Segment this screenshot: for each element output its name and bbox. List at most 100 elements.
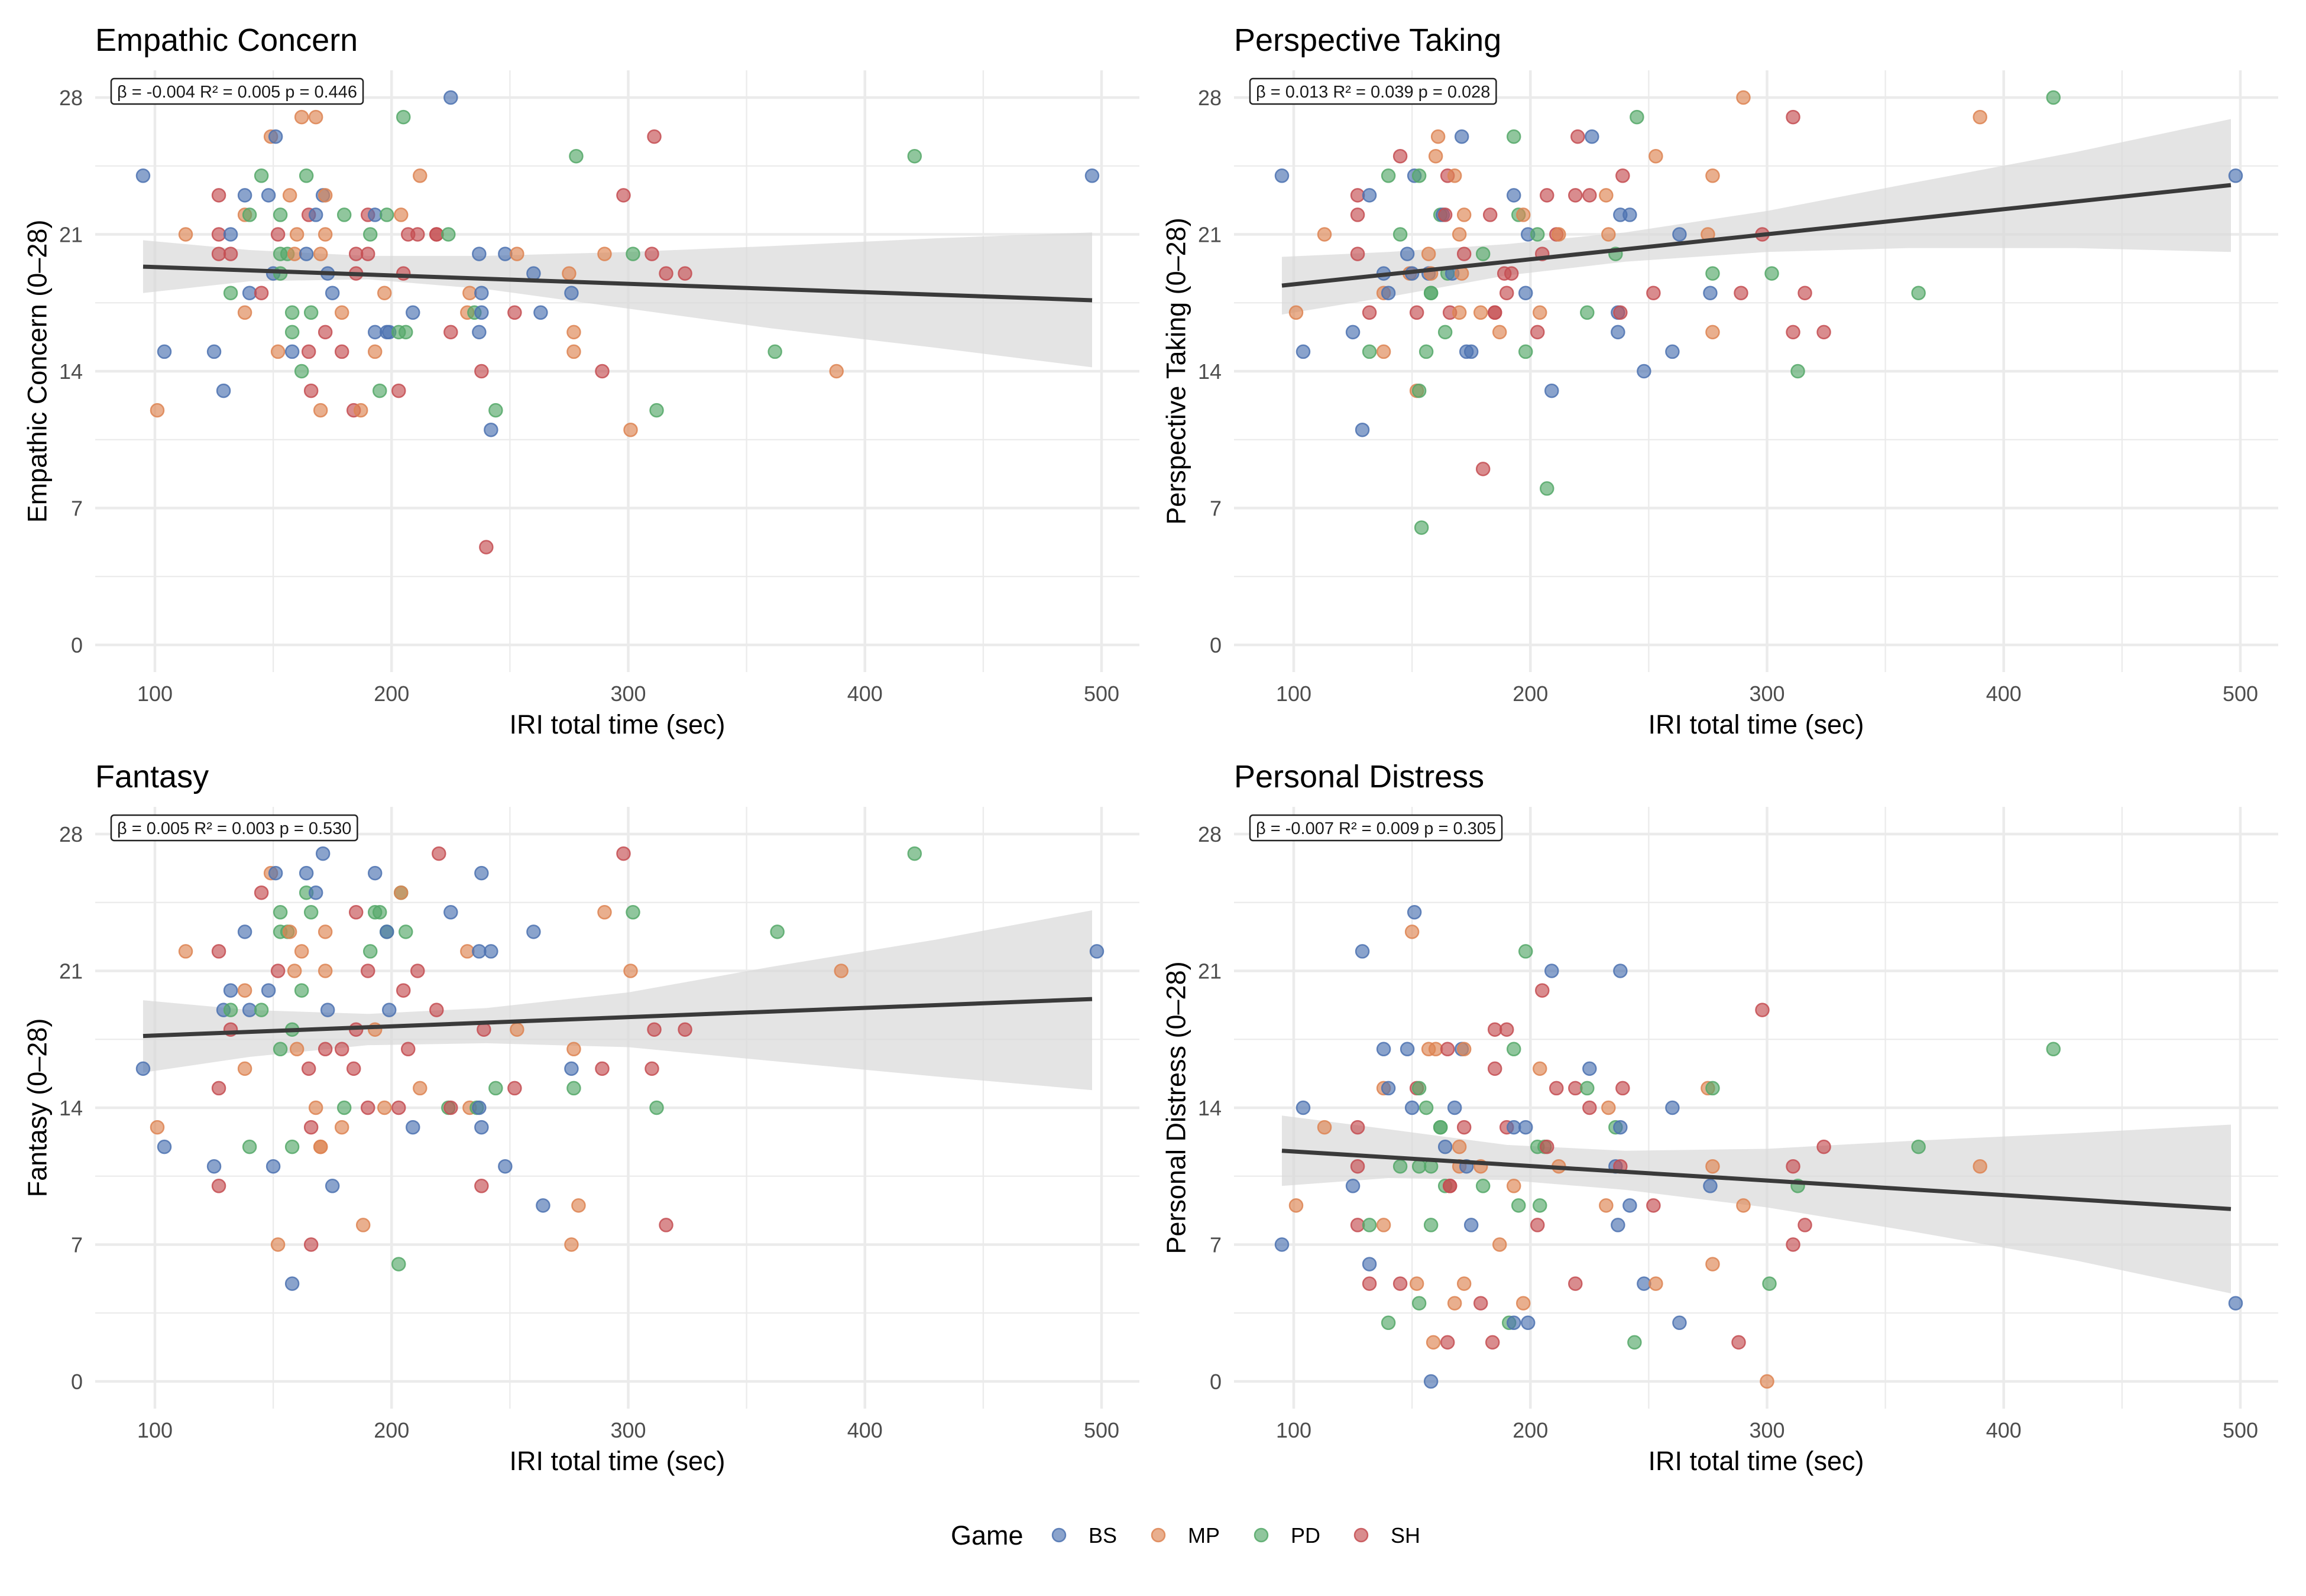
data-point-pd bbox=[1627, 1335, 1642, 1350]
data-point-mp bbox=[1533, 305, 1547, 320]
data-point-sh bbox=[1797, 1218, 1812, 1232]
data-point-mp bbox=[394, 885, 409, 900]
data-point-mp bbox=[1404, 924, 1420, 939]
data-point-mp bbox=[510, 246, 524, 261]
data-point-sh bbox=[1646, 286, 1661, 300]
x-tick-label: 100 bbox=[1276, 1418, 1311, 1442]
data-point-mp bbox=[1601, 227, 1616, 242]
data-point-bs bbox=[284, 344, 300, 359]
data-point-sh bbox=[1362, 1276, 1377, 1291]
data-point-bs bbox=[474, 865, 489, 881]
scatter-points bbox=[135, 90, 1100, 554]
data-point-mp bbox=[1599, 1198, 1614, 1213]
y-tick-label: 7 bbox=[71, 497, 83, 521]
data-point-pd bbox=[336, 207, 352, 222]
data-point-pd bbox=[1411, 168, 1427, 183]
data-point-mp bbox=[355, 1218, 371, 1232]
confidence-band bbox=[1281, 1115, 2231, 1294]
data-point-pd bbox=[362, 227, 378, 242]
regression-line bbox=[142, 264, 1093, 303]
data-point-mp bbox=[566, 344, 581, 359]
data-point-mp bbox=[289, 1042, 305, 1057]
data-point-bs bbox=[1544, 964, 1559, 978]
data-point-bs bbox=[1345, 1179, 1361, 1193]
x-tick-label: 500 bbox=[2223, 682, 2258, 706]
data-point-bs bbox=[1381, 1081, 1396, 1096]
data-point-bs bbox=[1084, 168, 1100, 183]
data-point-bs bbox=[1665, 1100, 1680, 1115]
y-axis-title: Empathic Concern (0–28) bbox=[22, 220, 53, 523]
data-point-mp bbox=[282, 188, 297, 203]
data-point-mp bbox=[1456, 1276, 1472, 1291]
panel-title: Fantasy bbox=[95, 759, 209, 794]
data-point-sh bbox=[391, 1100, 406, 1115]
data-point-sh bbox=[303, 1120, 319, 1135]
data-point-bs bbox=[1362, 1257, 1377, 1271]
data-point-mp bbox=[294, 109, 309, 125]
x-tick-label: 100 bbox=[137, 682, 173, 706]
data-point-bs bbox=[2228, 1296, 2243, 1310]
y-tick-label: 21 bbox=[59, 959, 83, 984]
data-point-pd bbox=[1475, 1179, 1491, 1193]
data-point-bs bbox=[1355, 944, 1370, 959]
stats-box bbox=[1249, 77, 1497, 105]
data-point-bs bbox=[484, 422, 498, 437]
data-point-pd bbox=[1511, 1198, 1526, 1213]
data-point-mp bbox=[1426, 1335, 1441, 1350]
data-point-bs bbox=[320, 1003, 335, 1017]
data-point-pd bbox=[1381, 1315, 1396, 1331]
data-point-sh bbox=[1499, 1022, 1514, 1037]
legend-label: SH bbox=[1391, 1523, 1420, 1548]
data-point-mp bbox=[282, 924, 297, 939]
x-tick-label: 200 bbox=[374, 1418, 409, 1442]
data-point-mp bbox=[462, 286, 477, 300]
data-point-bs bbox=[1613, 1120, 1628, 1135]
legend-item-bs: BS bbox=[1051, 1523, 1117, 1548]
data-point-sh bbox=[301, 1061, 316, 1076]
data-point-sh bbox=[211, 188, 226, 203]
data-point-pd bbox=[907, 148, 922, 164]
data-point-sh bbox=[678, 266, 692, 281]
data-point-pd bbox=[1705, 1081, 1720, 1096]
data-point-bs bbox=[135, 168, 151, 183]
data-point-pd bbox=[254, 1003, 269, 1017]
data-point-pd bbox=[303, 305, 319, 320]
data-point-bs bbox=[135, 1061, 151, 1076]
data-point-bs bbox=[242, 1003, 257, 1017]
data-point-bs bbox=[1518, 1120, 1533, 1135]
legend-item-mp: MP bbox=[1151, 1523, 1220, 1548]
data-point-mp bbox=[318, 227, 333, 242]
data-point-pd bbox=[284, 305, 300, 320]
data-point-bs bbox=[1089, 944, 1105, 959]
data-point-sh bbox=[270, 227, 286, 242]
data-point-bs bbox=[308, 885, 323, 900]
data-point-bs bbox=[526, 924, 541, 939]
data-point-bs bbox=[299, 246, 314, 261]
legend-label: BS bbox=[1089, 1523, 1117, 1548]
data-point-sh bbox=[1615, 168, 1630, 183]
data-point-sh bbox=[1540, 1139, 1554, 1154]
legend-label: MP bbox=[1188, 1523, 1220, 1548]
data-point-sh bbox=[443, 325, 458, 340]
data-point-mp bbox=[150, 1120, 165, 1135]
data-point-sh bbox=[443, 1100, 458, 1115]
data-point-bs bbox=[1381, 286, 1396, 300]
data-point-pd bbox=[1533, 1198, 1547, 1213]
data-point-mp bbox=[1760, 1374, 1774, 1389]
data-point-pd bbox=[294, 983, 309, 998]
data-point-bs bbox=[1274, 1237, 1290, 1252]
data-point-mp bbox=[1473, 305, 1488, 320]
data-point-pd bbox=[1475, 246, 1491, 261]
data-point-mp bbox=[1428, 148, 1443, 164]
data-point-sh bbox=[1816, 325, 1831, 340]
y-tick-label: 21 bbox=[59, 223, 83, 247]
data-point-mp bbox=[313, 1139, 328, 1154]
data-point-bs bbox=[1637, 364, 1651, 379]
data-point-mp bbox=[623, 964, 638, 978]
data-point-sh bbox=[507, 1081, 522, 1096]
data-point-pd bbox=[441, 227, 456, 242]
data-point-mp bbox=[334, 1120, 349, 1135]
data-point-mp bbox=[1456, 1042, 1472, 1057]
data-point-mp bbox=[367, 344, 383, 359]
